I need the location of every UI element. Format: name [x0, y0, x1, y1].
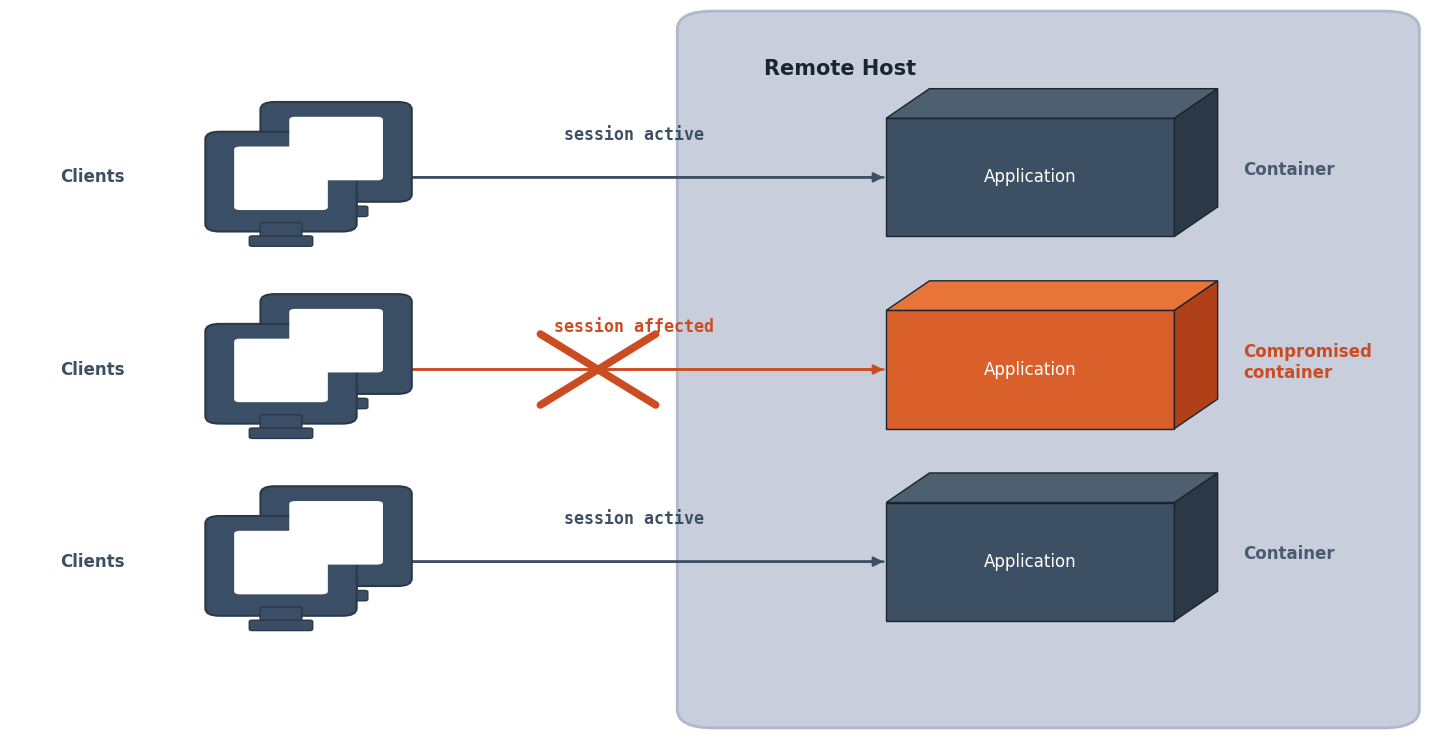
FancyBboxPatch shape	[233, 146, 327, 210]
FancyBboxPatch shape	[261, 294, 412, 394]
FancyBboxPatch shape	[233, 338, 327, 402]
FancyBboxPatch shape	[205, 132, 356, 231]
Text: Remote Host: Remote Host	[764, 59, 916, 79]
Text: session affected: session affected	[553, 319, 715, 336]
FancyBboxPatch shape	[259, 222, 303, 239]
FancyBboxPatch shape	[290, 309, 383, 372]
Text: Clients: Clients	[61, 361, 125, 378]
FancyBboxPatch shape	[205, 324, 356, 423]
FancyBboxPatch shape	[205, 516, 356, 616]
Text: session active: session active	[563, 126, 705, 144]
Polygon shape	[886, 310, 1174, 429]
Polygon shape	[886, 281, 1218, 310]
FancyBboxPatch shape	[259, 607, 303, 623]
Polygon shape	[886, 503, 1174, 621]
FancyBboxPatch shape	[249, 236, 313, 246]
FancyBboxPatch shape	[249, 620, 313, 630]
Polygon shape	[1174, 281, 1218, 429]
FancyBboxPatch shape	[304, 398, 367, 409]
FancyBboxPatch shape	[316, 193, 357, 209]
FancyBboxPatch shape	[249, 428, 313, 438]
FancyBboxPatch shape	[677, 11, 1419, 728]
Text: Application: Application	[984, 553, 1076, 571]
FancyBboxPatch shape	[261, 102, 412, 202]
FancyBboxPatch shape	[290, 117, 383, 180]
FancyBboxPatch shape	[290, 501, 383, 565]
FancyBboxPatch shape	[304, 206, 367, 217]
Polygon shape	[1174, 473, 1218, 621]
Text: Application: Application	[984, 168, 1076, 186]
Text: Container: Container	[1244, 545, 1336, 563]
Polygon shape	[1174, 89, 1218, 236]
Text: Container: Container	[1244, 161, 1336, 179]
Text: Compromised
container: Compromised container	[1244, 343, 1372, 381]
Text: Clients: Clients	[61, 553, 125, 571]
Polygon shape	[886, 89, 1218, 118]
FancyBboxPatch shape	[316, 385, 357, 401]
Polygon shape	[886, 473, 1218, 503]
Text: session active: session active	[563, 511, 705, 528]
Text: Clients: Clients	[61, 168, 125, 186]
FancyBboxPatch shape	[316, 577, 357, 593]
FancyBboxPatch shape	[261, 486, 412, 586]
Polygon shape	[886, 118, 1174, 236]
FancyBboxPatch shape	[233, 531, 327, 594]
Text: Application: Application	[984, 361, 1076, 378]
FancyBboxPatch shape	[259, 415, 303, 431]
FancyBboxPatch shape	[304, 590, 367, 601]
